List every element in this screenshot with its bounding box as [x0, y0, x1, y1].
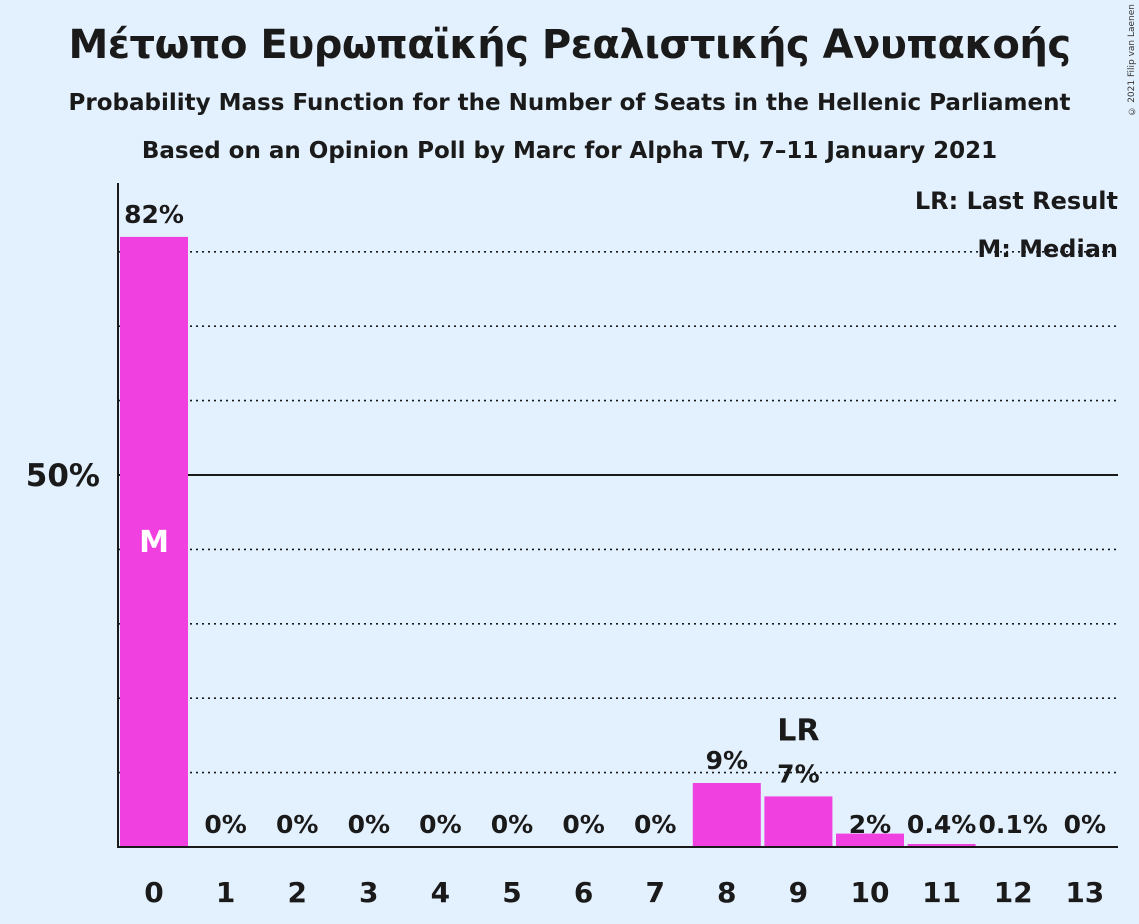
- x-tick-12: 12: [994, 876, 1033, 909]
- x-tick-3: 3: [359, 876, 378, 909]
- median-marker: M: [139, 525, 169, 560]
- x-tick-10: 10: [851, 876, 890, 909]
- bar-10: [836, 833, 904, 847]
- data-label-5: 0%: [491, 810, 533, 839]
- data-label-11: 0.4%: [907, 810, 976, 839]
- data-label-4: 0%: [419, 810, 461, 839]
- y-tick-label: 50%: [26, 458, 100, 494]
- data-label-2: 0%: [276, 810, 318, 839]
- x-tick-11: 11: [922, 876, 961, 909]
- chart-subtitle: Probability Mass Function for the Number…: [68, 90, 1071, 116]
- data-label-3: 0%: [348, 810, 390, 839]
- legend-median: M: Median: [977, 235, 1118, 263]
- last-result-marker: LR: [777, 713, 819, 748]
- x-tick-7: 7: [645, 876, 664, 909]
- x-tick-13: 13: [1065, 876, 1104, 909]
- bar-8: [692, 783, 761, 847]
- data-label-8: 9%: [706, 746, 748, 775]
- x-tick-4: 4: [431, 876, 450, 909]
- data-label-7: 0%: [634, 810, 676, 839]
- x-tick-2: 2: [287, 876, 306, 909]
- x-tick-1: 1: [216, 876, 235, 909]
- data-label-6: 0%: [562, 810, 604, 839]
- data-label-10: 2%: [849, 810, 891, 839]
- x-tick-9: 9: [789, 876, 808, 909]
- x-tick-8: 8: [717, 876, 736, 909]
- data-label-1: 0%: [204, 810, 246, 839]
- bar-9: [764, 796, 833, 847]
- bar-0: [120, 236, 188, 848]
- legend-last-result: LR: Last Result: [915, 187, 1118, 215]
- x-tick-6: 6: [574, 876, 593, 909]
- data-label-13: 0%: [1064, 810, 1106, 839]
- data-label-0: 82%: [124, 200, 184, 229]
- x-tick-5: 5: [502, 876, 521, 909]
- chart-title: Μέτωπο Ευρωπαϊκής Ρεαλιστικής Ανυπακοής: [68, 22, 1071, 68]
- chart-subtitle-source: Based on an Opinion Poll by Marc for Alp…: [141, 138, 998, 164]
- data-label-9: 7%: [777, 759, 819, 788]
- bar-11: [907, 844, 976, 847]
- data-label-12: 0.1%: [979, 810, 1048, 839]
- x-tick-0: 0: [144, 876, 163, 909]
